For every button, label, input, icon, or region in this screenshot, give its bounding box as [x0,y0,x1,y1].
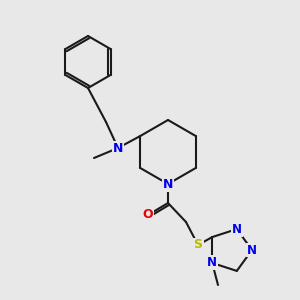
Text: N: N [247,244,257,256]
Text: O: O [143,208,153,221]
Text: S: S [194,238,202,251]
Text: N: N [207,256,217,269]
Text: N: N [232,223,242,236]
Text: N: N [113,142,123,154]
Text: N: N [163,178,173,190]
